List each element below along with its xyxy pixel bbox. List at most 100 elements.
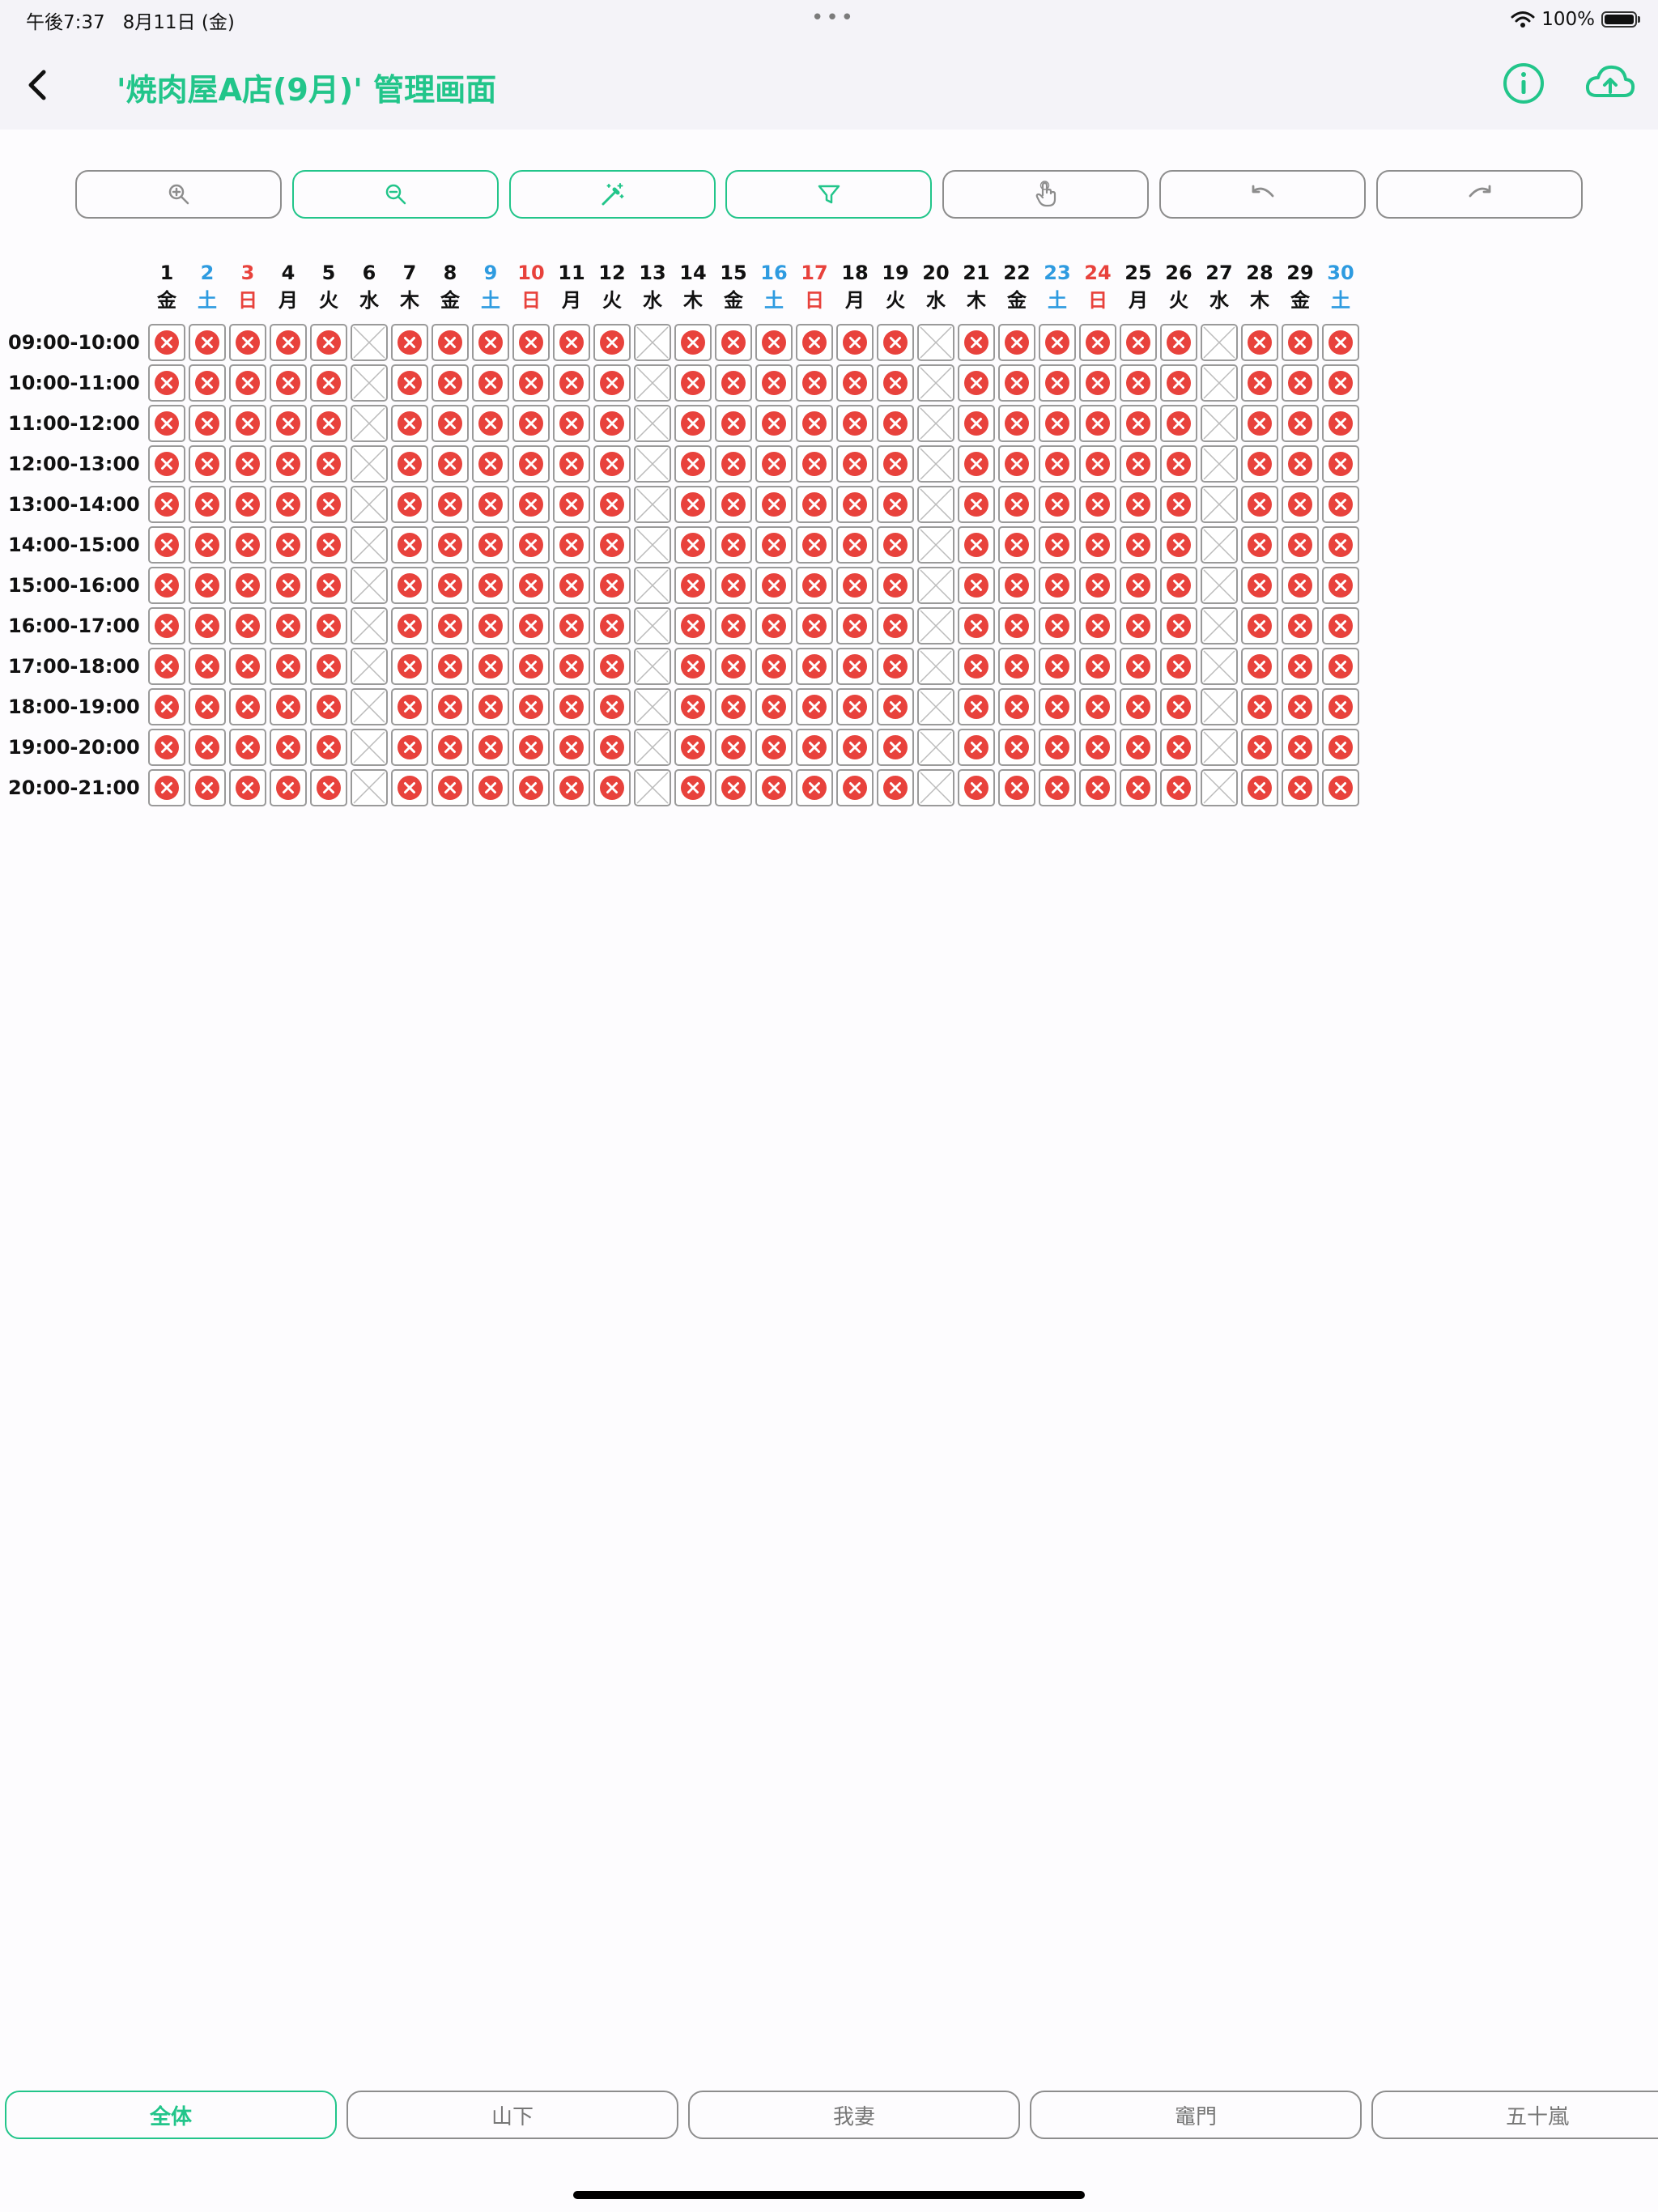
closed-slot-cell[interactable] bbox=[917, 769, 954, 806]
unavailable-slot-cell[interactable] bbox=[1282, 445, 1319, 483]
unavailable-slot-cell[interactable] bbox=[229, 405, 266, 442]
unavailable-slot-cell[interactable] bbox=[1160, 324, 1197, 361]
unavailable-slot-cell[interactable] bbox=[998, 567, 1035, 604]
unavailable-slot-cell[interactable] bbox=[715, 526, 752, 564]
closed-slot-cell[interactable] bbox=[917, 405, 954, 442]
closed-slot-cell[interactable] bbox=[1201, 364, 1238, 402]
unavailable-slot-cell[interactable] bbox=[391, 769, 428, 806]
unavailable-slot-cell[interactable] bbox=[1241, 607, 1278, 644]
unavailable-slot-cell[interactable] bbox=[553, 324, 590, 361]
unavailable-slot-cell[interactable] bbox=[836, 486, 874, 523]
unavailable-slot-cell[interactable] bbox=[1039, 567, 1076, 604]
closed-slot-cell[interactable] bbox=[634, 688, 671, 725]
unavailable-slot-cell[interactable] bbox=[998, 445, 1035, 483]
unavailable-slot-cell[interactable] bbox=[512, 526, 550, 564]
unavailable-slot-cell[interactable] bbox=[1241, 688, 1278, 725]
unavailable-slot-cell[interactable] bbox=[310, 445, 347, 483]
unavailable-slot-cell[interactable] bbox=[755, 688, 793, 725]
closed-slot-cell[interactable] bbox=[917, 607, 954, 644]
unavailable-slot-cell[interactable] bbox=[1120, 324, 1157, 361]
unavailable-slot-cell[interactable] bbox=[270, 364, 307, 402]
tab-agatsuma[interactable]: 我妻 bbox=[688, 2091, 1020, 2139]
unavailable-slot-cell[interactable] bbox=[229, 445, 266, 483]
day-header-21[interactable]: 21 木 bbox=[956, 261, 997, 313]
unavailable-slot-cell[interactable] bbox=[593, 567, 631, 604]
unavailable-slot-cell[interactable] bbox=[472, 769, 509, 806]
unavailable-slot-cell[interactable] bbox=[958, 769, 995, 806]
unavailable-slot-cell[interactable] bbox=[796, 648, 833, 685]
unavailable-slot-cell[interactable] bbox=[836, 364, 874, 402]
unavailable-slot-cell[interactable] bbox=[1322, 486, 1359, 523]
unavailable-slot-cell[interactable] bbox=[472, 567, 509, 604]
unavailable-slot-cell[interactable] bbox=[229, 486, 266, 523]
filter-button[interactable] bbox=[725, 170, 932, 219]
unavailable-slot-cell[interactable] bbox=[310, 648, 347, 685]
unavailable-slot-cell[interactable] bbox=[270, 445, 307, 483]
day-header-30[interactable]: 30 土 bbox=[1320, 261, 1361, 313]
closed-slot-cell[interactable] bbox=[634, 567, 671, 604]
unavailable-slot-cell[interactable] bbox=[674, 324, 712, 361]
unavailable-slot-cell[interactable] bbox=[229, 769, 266, 806]
unavailable-slot-cell[interactable] bbox=[1120, 486, 1157, 523]
unavailable-slot-cell[interactable] bbox=[958, 729, 995, 766]
unavailable-slot-cell[interactable] bbox=[229, 648, 266, 685]
unavailable-slot-cell[interactable] bbox=[472, 324, 509, 361]
unavailable-slot-cell[interactable] bbox=[1160, 567, 1197, 604]
unavailable-slot-cell[interactable] bbox=[998, 526, 1035, 564]
day-header-27[interactable]: 27 水 bbox=[1199, 261, 1239, 313]
unavailable-slot-cell[interactable] bbox=[512, 364, 550, 402]
unavailable-slot-cell[interactable] bbox=[715, 364, 752, 402]
unavailable-slot-cell[interactable] bbox=[836, 324, 874, 361]
unavailable-slot-cell[interactable] bbox=[512, 729, 550, 766]
unavailable-slot-cell[interactable] bbox=[432, 486, 469, 523]
unavailable-slot-cell[interactable] bbox=[229, 729, 266, 766]
unavailable-slot-cell[interactable] bbox=[998, 486, 1035, 523]
closed-slot-cell[interactable] bbox=[1201, 567, 1238, 604]
closed-slot-cell[interactable] bbox=[1201, 445, 1238, 483]
unavailable-slot-cell[interactable] bbox=[270, 729, 307, 766]
unavailable-slot-cell[interactable] bbox=[270, 769, 307, 806]
unavailable-slot-cell[interactable] bbox=[310, 688, 347, 725]
closed-slot-cell[interactable] bbox=[1201, 729, 1238, 766]
unavailable-slot-cell[interactable] bbox=[432, 729, 469, 766]
unavailable-slot-cell[interactable] bbox=[1079, 486, 1116, 523]
closed-slot-cell[interactable] bbox=[634, 526, 671, 564]
day-header-13[interactable]: 13 水 bbox=[632, 261, 673, 313]
unavailable-slot-cell[interactable] bbox=[674, 607, 712, 644]
unavailable-slot-cell[interactable] bbox=[1241, 364, 1278, 402]
touch-mode-button[interactable] bbox=[942, 170, 1149, 219]
unavailable-slot-cell[interactable] bbox=[512, 445, 550, 483]
unavailable-slot-cell[interactable] bbox=[432, 526, 469, 564]
unavailable-slot-cell[interactable] bbox=[877, 729, 914, 766]
unavailable-slot-cell[interactable] bbox=[755, 324, 793, 361]
unavailable-slot-cell[interactable] bbox=[1120, 567, 1157, 604]
closed-slot-cell[interactable] bbox=[917, 364, 954, 402]
unavailable-slot-cell[interactable] bbox=[796, 729, 833, 766]
unavailable-slot-cell[interactable] bbox=[1282, 405, 1319, 442]
unavailable-slot-cell[interactable] bbox=[432, 607, 469, 644]
unavailable-slot-cell[interactable] bbox=[958, 648, 995, 685]
unavailable-slot-cell[interactable] bbox=[512, 648, 550, 685]
unavailable-slot-cell[interactable] bbox=[148, 324, 185, 361]
unavailable-slot-cell[interactable] bbox=[998, 729, 1035, 766]
closed-slot-cell[interactable] bbox=[634, 648, 671, 685]
unavailable-slot-cell[interactable] bbox=[512, 324, 550, 361]
day-header-16[interactable]: 16 土 bbox=[754, 261, 794, 313]
unavailable-slot-cell[interactable] bbox=[1241, 769, 1278, 806]
unavailable-slot-cell[interactable] bbox=[836, 405, 874, 442]
unavailable-slot-cell[interactable] bbox=[1241, 648, 1278, 685]
unavailable-slot-cell[interactable] bbox=[877, 567, 914, 604]
closed-slot-cell[interactable] bbox=[351, 648, 388, 685]
unavailable-slot-cell[interactable] bbox=[310, 567, 347, 604]
unavailable-slot-cell[interactable] bbox=[1160, 688, 1197, 725]
closed-slot-cell[interactable] bbox=[634, 364, 671, 402]
unavailable-slot-cell[interactable] bbox=[877, 607, 914, 644]
unavailable-slot-cell[interactable] bbox=[877, 769, 914, 806]
closed-slot-cell[interactable] bbox=[1201, 324, 1238, 361]
unavailable-slot-cell[interactable] bbox=[796, 769, 833, 806]
day-header-24[interactable]: 24 日 bbox=[1078, 261, 1118, 313]
unavailable-slot-cell[interactable] bbox=[593, 769, 631, 806]
unavailable-slot-cell[interactable] bbox=[189, 729, 226, 766]
